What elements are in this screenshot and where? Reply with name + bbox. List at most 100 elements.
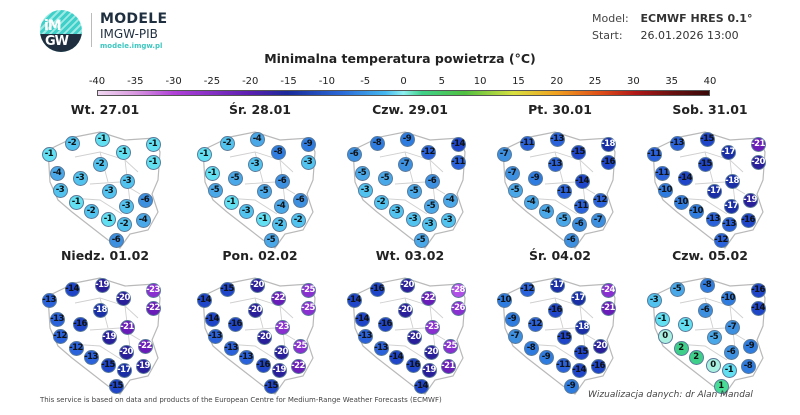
station-temperature-marker: -23: [274, 319, 290, 335]
station-temperature-marker: -5: [555, 211, 571, 227]
station-temperature-marker: -3: [357, 182, 373, 198]
colorbar-tick: -20: [242, 76, 259, 87]
station-temperature-marker: -12: [52, 328, 68, 344]
start-info: Start: 26.01.2026 13:00: [592, 29, 739, 42]
station-temperature-marker: -14: [750, 300, 766, 316]
brand-title: MODELE: [100, 11, 168, 27]
station-temperature-marker: -21: [750, 136, 766, 152]
station-temperature-marker: -15: [263, 378, 279, 394]
station-temperature-marker: -22: [270, 290, 286, 306]
colorbar-tick: 0: [400, 76, 407, 87]
station-temperature-marker: -5: [423, 198, 439, 214]
panel-day-label: Pon. 02.02: [222, 248, 298, 263]
station-temperature-marker: -7: [504, 165, 520, 181]
station-temperature-marker: -1: [677, 316, 693, 332]
station-temperature-marker: -6: [292, 192, 308, 208]
station-temperature-marker: -5: [507, 182, 523, 198]
station-temperature-marker: -5: [406, 183, 422, 199]
map-panel: Pt. 30.01 -7 -11 -13 -15 -18 -16 -7 -9 -13 -11 -14-…: [485, 102, 635, 249]
station-temperature-marker: -10: [720, 290, 736, 306]
station-temperature-marker: -17: [570, 290, 586, 306]
station-temperature-marker: -3: [118, 198, 134, 214]
map-panel: Czw. 05.02 -3 -5 -8 -10 -16 -14 -1 -1 -6 -5 -7 0 2 2 0-…: [635, 248, 785, 395]
station-temperature-marker: -5: [706, 329, 722, 345]
station-temperature-marker: -5: [669, 281, 685, 297]
station-temperature-marker: -3: [646, 292, 662, 308]
station-temperature-marker: -4: [49, 165, 65, 181]
panel-day-label: Czw. 29.01: [372, 102, 448, 117]
station-temperature-marker: -8: [523, 340, 539, 356]
station-temperature-marker: 2: [688, 349, 704, 365]
station-temperature-marker: -22: [290, 358, 306, 374]
imgw-logo: iM GW: [40, 10, 82, 52]
station-temperature-marker: -15: [100, 357, 116, 373]
station-temperature-marker: -5: [256, 183, 272, 199]
station-temperature-marker: 0: [657, 328, 673, 344]
station-temperature-marker: -9: [504, 311, 520, 327]
station-temperature-marker: -15: [573, 344, 589, 360]
station-temperature-marker: -17: [720, 144, 736, 160]
station-temperature-marker: -25: [300, 282, 316, 298]
station-temperature-marker: -2: [219, 135, 235, 151]
panel-day-label: Pt. 30.01: [528, 102, 592, 117]
station-temperature-marker: -18: [574, 319, 590, 335]
panel-day-label: Wt. 03.02: [375, 248, 445, 263]
station-temperature-marker: -3: [405, 211, 421, 227]
station-temperature-marker: -16: [377, 316, 393, 332]
station-temperature-marker: -7: [590, 212, 606, 228]
station-temperature-marker: -13: [223, 340, 239, 356]
station-temperature-marker: -11: [556, 183, 572, 199]
station-temperature-marker: -16: [255, 357, 271, 373]
station-temperature-marker: -18: [92, 302, 108, 318]
map-panel: Czw. 29.01 -6 -8 -9 -12 -14 -11 -5 -5 -7 -5 -6 -3 -2-…: [335, 102, 485, 249]
brand-url[interactable]: modele.imgw.pl: [100, 42, 163, 50]
station-temperature-marker: -15: [108, 378, 124, 394]
station-temperature-marker: -18: [600, 136, 616, 152]
station-temperature-marker: -11: [555, 357, 571, 373]
station-temperature-marker: -10: [688, 203, 704, 219]
station-temperature-marker: -18: [724, 173, 740, 189]
attribution-text: This service is based on data and produc…: [40, 396, 442, 404]
station-temperature-marker: -9: [527, 170, 543, 186]
station-temperature-marker: -9: [538, 349, 554, 365]
station-temperature-marker: -14: [388, 349, 404, 365]
station-temperature-marker: -16: [590, 358, 606, 374]
station-temperature-marker: -20: [247, 302, 263, 318]
station-temperature-marker: -3: [238, 203, 254, 219]
station-temperature-marker: -7: [724, 319, 740, 335]
station-temperature-marker: -13: [238, 349, 254, 365]
station-temperature-marker: -12: [713, 232, 729, 248]
station-temperature-marker: -16: [369, 281, 385, 297]
station-temperature-marker: -3: [72, 170, 88, 186]
station-temperature-marker: -23: [424, 319, 440, 335]
station-temperature-marker: -11: [450, 154, 466, 170]
station-temperature-marker: -23: [145, 282, 161, 298]
station-temperature-marker: -3: [421, 216, 437, 232]
station-temperature-marker: -25: [442, 338, 458, 354]
station-temperature-marker: -17: [706, 183, 722, 199]
station-temperature-marker: -6: [571, 216, 587, 232]
station-temperature-marker: -19: [101, 329, 117, 345]
station-temperature-marker: -20: [115, 290, 131, 306]
station-temperature-marker: -3: [440, 212, 456, 228]
station-temperature-marker: -7: [507, 328, 523, 344]
panel-day-label: Wt. 27.01: [70, 102, 140, 117]
colorbar-tick: -40: [88, 76, 106, 87]
station-temperature-marker: -4: [273, 198, 289, 214]
station-temperature-marker: -20: [406, 329, 422, 345]
station-temperature-marker: -15: [699, 131, 715, 147]
colorbar-tick: 20: [550, 76, 564, 87]
colorbar-tick: 35: [665, 76, 679, 87]
station-temperature-marker: -14: [354, 311, 370, 327]
station-temperature-marker: -1: [94, 131, 110, 147]
credit-text: Wizualizacja danych: dr Alan Mandal: [588, 390, 753, 400]
model-label: Model:: [592, 12, 629, 25]
station-temperature-marker: -2: [116, 216, 132, 232]
station-temperature-marker: -15: [219, 281, 235, 297]
station-temperature-marker: -6: [697, 302, 713, 318]
station-temperature-marker: -4: [442, 192, 458, 208]
station-temperature-marker: -16: [227, 316, 243, 332]
map-panel: Śr. 04.02 -10 -12 -17 -17 -24 -21 -9 -12 -16 -15 -1…: [485, 248, 635, 395]
colorbar-tick: -5: [360, 76, 371, 87]
station-temperature-marker: -20: [592, 338, 608, 354]
